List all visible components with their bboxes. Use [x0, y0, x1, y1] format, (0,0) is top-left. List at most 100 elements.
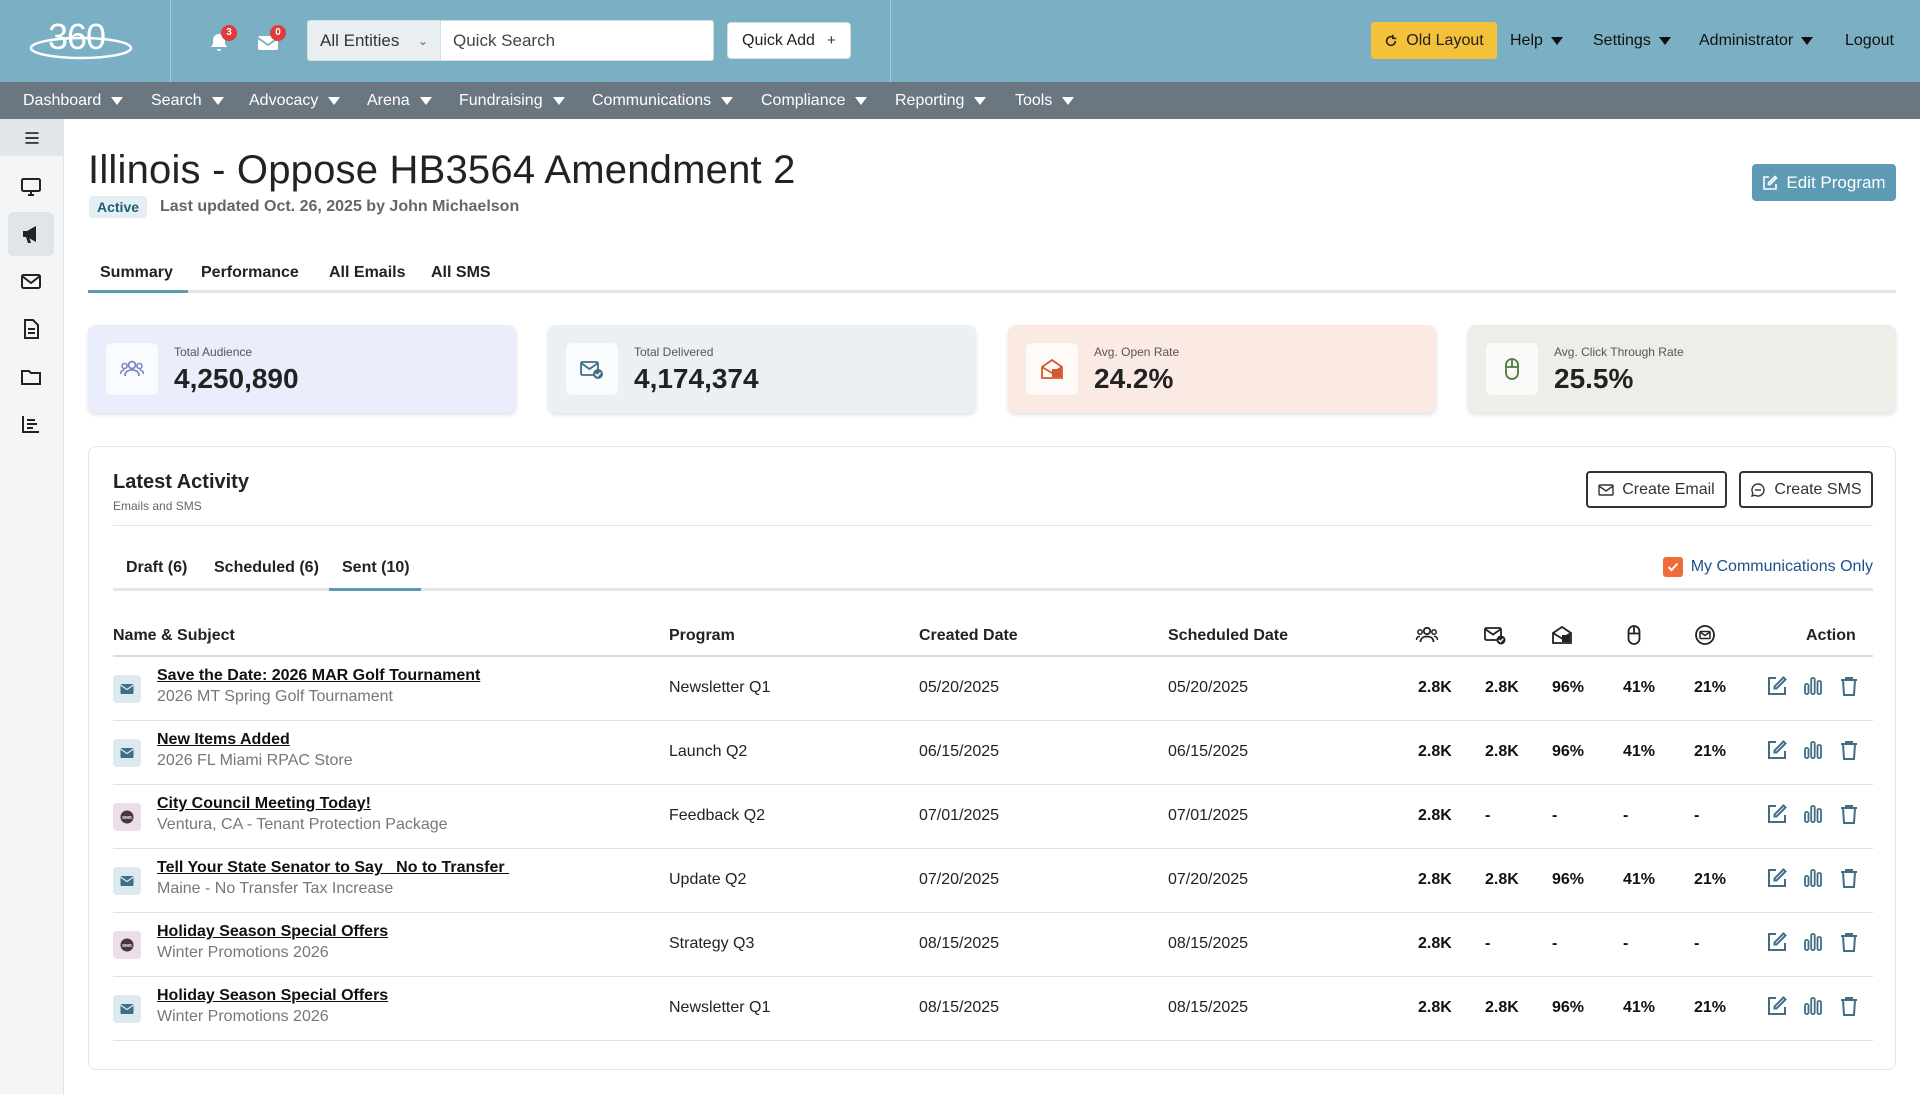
- row-edit-button[interactable]: [1766, 739, 1792, 765]
- col-scheduled-date[interactable]: Scheduled Date: [1168, 627, 1289, 644]
- entity-select[interactable]: All Entities ⌄: [307, 20, 440, 61]
- col-unsubscribes[interactable]: [1693, 623, 1717, 652]
- col-delivered[interactable]: [1483, 623, 1507, 652]
- tab-scheduled[interactable]: Scheduled (6): [214, 559, 319, 576]
- sidebar-item-email[interactable]: [8, 259, 54, 303]
- main-nav: Dashboard Search Advocacy Arena Fundrais…: [0, 82, 1920, 119]
- mail-check-icon: [1484, 627, 1506, 645]
- row-name-link[interactable]: Holiday Season Special Offers: [157, 987, 389, 1004]
- row-edit-button[interactable]: [1766, 675, 1792, 701]
- caret-down-icon: [111, 96, 124, 105]
- sidebar: [0, 119, 64, 1094]
- row-edit-button[interactable]: [1766, 995, 1792, 1021]
- notifications-button[interactable]: 3: [205, 25, 237, 59]
- row-name-link[interactable]: Tell Your State Senator to Say No to Tra…: [157, 859, 510, 876]
- nav-search[interactable]: Search: [151, 82, 224, 119]
- row-delete-button[interactable]: [1838, 739, 1864, 765]
- col-name-subject[interactable]: Name & Subject: [113, 627, 235, 644]
- row-open-rate: 96%: [1552, 871, 1585, 888]
- row-subject: Ventura, CA - Tenant Protection Package: [157, 816, 448, 833]
- row-scheduled-date: 08/15/2025: [1168, 999, 1249, 1016]
- edit-program-button[interactable]: Edit Program: [1752, 164, 1896, 201]
- my-communications-checkbox[interactable]: [1662, 557, 1683, 577]
- row-scheduled-date: 05/20/2025: [1168, 679, 1249, 696]
- nav-advocacy[interactable]: Advocacy: [249, 82, 341, 119]
- svg-text:SMS: SMS: [122, 943, 132, 948]
- activity-title: Latest Activity: [113, 471, 249, 493]
- open-mail-icon: [1041, 358, 1063, 379]
- row-stats-button[interactable]: [1802, 675, 1828, 701]
- row-open-rate: 96%: [1552, 743, 1585, 760]
- col-audience[interactable]: [1415, 623, 1439, 652]
- edit-icon: [1768, 868, 1787, 887]
- sidebar-item-folders[interactable]: [8, 355, 54, 399]
- edit-icon: [1768, 676, 1787, 695]
- row-edit-button[interactable]: [1766, 803, 1792, 829]
- messages-button[interactable]: 0: [254, 25, 286, 59]
- sidebar-item-campaigns[interactable]: [8, 212, 54, 256]
- row-name-link[interactable]: City Council Meeting Today!: [157, 795, 371, 812]
- nav-fundraising[interactable]: Fundraising: [459, 82, 565, 119]
- row-stats-button[interactable]: [1802, 995, 1828, 1021]
- row-name-link[interactable]: Save the Date: 2026 MAR Golf Tournament: [157, 667, 481, 684]
- row-name-link[interactable]: Holiday Season Special Offers: [157, 923, 389, 940]
- row-name-link[interactable]: New Items Added: [157, 731, 290, 748]
- col-created-date[interactable]: Created Date: [919, 627, 1018, 644]
- help-menu[interactable]: Help: [1510, 22, 1563, 59]
- row-open-rate: -: [1552, 807, 1558, 824]
- create-email-button[interactable]: Create Email: [1586, 471, 1727, 508]
- search-group: All Entities ⌄: [307, 20, 714, 61]
- col-program[interactable]: Program: [669, 627, 735, 644]
- old-layout-button[interactable]: Old Layout: [1371, 22, 1497, 59]
- tab-sent[interactable]: Sent (10): [342, 559, 410, 576]
- envelope-icon: [21, 274, 41, 289]
- row-scheduled-date: 08/15/2025: [1168, 935, 1249, 952]
- quick-add-button[interactable]: Quick Add +: [727, 22, 851, 59]
- row-edit-button[interactable]: [1766, 867, 1792, 893]
- row-stats-button[interactable]: [1802, 867, 1828, 893]
- logo[interactable]: 360: [26, 14, 136, 68]
- row-delete-button[interactable]: [1838, 803, 1864, 829]
- stats-icon: [1804, 741, 1822, 759]
- tab-all-emails[interactable]: All Emails: [329, 264, 406, 281]
- row-delete-button[interactable]: [1838, 867, 1864, 893]
- sidebar-toggle[interactable]: [0, 119, 64, 156]
- create-sms-button[interactable]: Create SMS: [1739, 471, 1873, 508]
- nav-label: Communications: [592, 91, 712, 109]
- nav-tools[interactable]: Tools: [1015, 82, 1075, 119]
- sidebar-item-documents[interactable]: [8, 307, 54, 351]
- tab-all-sms[interactable]: All SMS: [431, 264, 491, 281]
- nav-label: Compliance: [761, 91, 846, 109]
- my-communications-toggle[interactable]: My Communications Only: [1662, 557, 1873, 577]
- administrator-menu[interactable]: Administrator: [1699, 22, 1814, 59]
- row-click-rate: 41%: [1623, 743, 1656, 760]
- nav-compliance[interactable]: Compliance: [761, 82, 868, 119]
- row-delete-button[interactable]: [1838, 675, 1864, 701]
- logout-link[interactable]: Logout: [1845, 22, 1894, 59]
- tab-draft[interactable]: Draft (6): [126, 559, 188, 576]
- row-edit-button[interactable]: [1766, 931, 1792, 957]
- sidebar-item-dashboard[interactable]: [8, 165, 54, 209]
- row-stats-button[interactable]: [1802, 803, 1828, 829]
- active-tab-indicator: [329, 588, 421, 591]
- nav-reporting[interactable]: Reporting: [895, 82, 987, 119]
- create-sms-label: Create SMS: [1774, 480, 1862, 498]
- row-click-rate: -: [1623, 935, 1629, 952]
- quick-search-input[interactable]: [440, 20, 714, 61]
- nav-arena[interactable]: Arena: [367, 82, 432, 119]
- tab-summary[interactable]: Summary: [100, 264, 173, 281]
- row-delete-button[interactable]: [1838, 995, 1864, 1021]
- sidebar-item-reports[interactable]: [8, 402, 54, 446]
- caret-down-icon: [974, 96, 987, 105]
- nav-communications[interactable]: Communications: [592, 82, 734, 119]
- table-row: SMS City Council Meeting Today! Ventura, C…: [113, 785, 1873, 849]
- col-clicks[interactable]: [1622, 623, 1646, 652]
- row-delete-button[interactable]: [1838, 931, 1864, 957]
- row-stats-button[interactable]: [1802, 739, 1828, 765]
- row-stats-button[interactable]: [1802, 931, 1828, 957]
- col-opens[interactable]: [1550, 623, 1574, 652]
- settings-menu[interactable]: Settings: [1593, 22, 1671, 59]
- tab-performance[interactable]: Performance: [201, 264, 299, 281]
- nav-dashboard[interactable]: Dashboard: [23, 82, 124, 119]
- row-created-date: 07/20/2025: [919, 871, 1000, 888]
